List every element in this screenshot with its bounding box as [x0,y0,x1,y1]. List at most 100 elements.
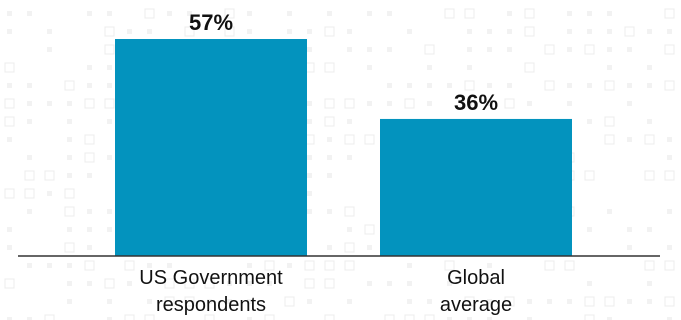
background-square [567,299,572,304]
background-square [664,260,675,271]
category-label-1-line-0: Global [447,267,505,289]
background-square [667,155,672,160]
background-square [184,26,195,37]
background-square [87,281,92,286]
background-square [64,242,75,253]
background-square [647,29,652,34]
background-square [527,101,532,106]
background-square [647,281,652,286]
background-square [504,98,515,109]
background-square [284,296,295,307]
background-square [327,209,332,214]
background-square [7,137,12,142]
labels-group: 57% US Government respondents 36% Global aver… [139,10,512,316]
background-square [87,173,92,178]
background-square [587,281,592,286]
background-square [487,263,492,268]
background-square [347,47,352,52]
background-square [587,29,592,34]
background-square [464,296,475,307]
background-square [367,65,372,70]
background-square [664,80,675,91]
background-square [584,296,595,307]
background-square [644,260,655,271]
background-square [344,98,355,109]
background-square [7,29,12,34]
background-square [407,263,412,268]
background-square [307,101,312,106]
background-square [324,278,335,289]
background-square [344,260,355,271]
background-square [167,11,172,16]
background-square [247,263,252,268]
background-square [184,296,195,307]
background-square [307,191,312,196]
background-square [264,314,275,320]
background-square [27,263,32,268]
background-square [47,47,52,52]
background-square [144,8,155,19]
background-square [304,278,315,289]
background-square [224,26,235,37]
background-square [667,245,672,250]
background-square [84,134,95,145]
background-square [347,119,352,124]
background-square [287,11,292,16]
background-square [247,29,252,34]
background-square [584,314,595,320]
background-square [324,98,335,109]
background-square [107,11,112,16]
background-square [64,80,75,91]
background-square [207,299,212,304]
background-square [627,101,632,106]
background-square [627,227,632,232]
background-square [307,47,312,52]
background-square [627,245,632,250]
background-square [544,80,555,91]
background-square [324,260,335,271]
background-square [344,134,355,145]
background-square [7,227,12,232]
background-square [24,170,35,181]
background-square [247,11,252,16]
background-square [124,260,135,271]
background-square [147,299,152,304]
background-square [467,29,472,34]
background-square [584,44,595,55]
background-square [107,299,112,304]
background-square [487,299,492,304]
bar-value-label-0: 57% [189,10,233,35]
background-square [664,170,675,181]
background-square [307,155,312,160]
background-square [204,278,215,289]
background-square [107,83,112,88]
background-square [347,29,352,34]
background-square [527,317,532,320]
background-square [27,101,32,106]
background-square [567,101,572,106]
background-square [7,11,12,16]
background-square [324,314,335,320]
background-square [67,173,72,178]
background-square [167,263,172,268]
background-square [307,173,312,178]
background-square [604,80,615,91]
background-square [107,317,112,320]
bar-value-label-1: 36% [454,90,498,115]
background-square [84,98,95,109]
background-square [367,11,372,16]
background-square [644,134,655,145]
background-square [607,11,612,16]
background-square [7,83,12,88]
background-square [127,281,132,286]
background-square [587,11,592,16]
background-square [407,83,412,88]
background-square [424,314,435,320]
background-square [607,209,612,214]
bar-1 [380,118,572,257]
background-square [27,83,32,88]
background-square [227,281,232,286]
background-square [64,206,75,217]
background-square [67,155,72,160]
